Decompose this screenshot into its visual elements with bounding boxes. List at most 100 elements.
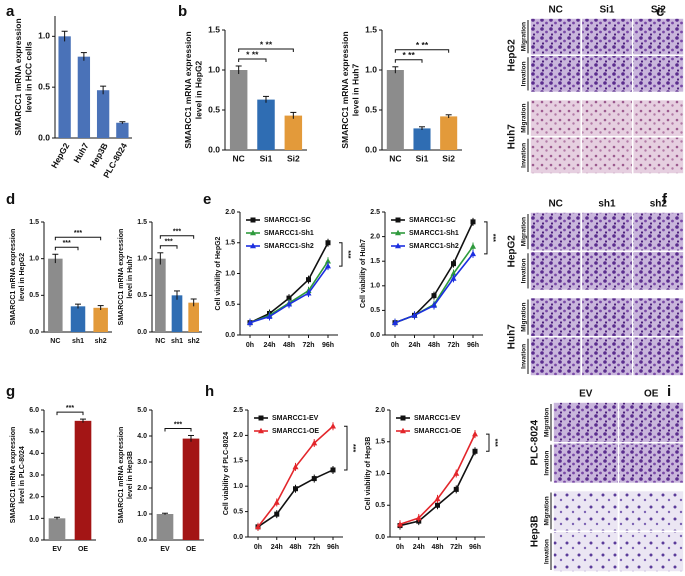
- micrograph: [530, 252, 581, 290]
- bar: [182, 438, 200, 540]
- y-tick-label: 0.5: [38, 81, 50, 91]
- y-tick-label: 1.0: [29, 256, 39, 263]
- x-tick-label: 24h: [271, 544, 283, 551]
- y-tick-label: 1.0: [370, 283, 380, 290]
- point: [293, 486, 298, 492]
- point: [431, 302, 437, 308]
- significance-label: ***: [349, 444, 356, 452]
- micrograph: [633, 252, 684, 290]
- x-tick-label: sh2: [188, 338, 200, 345]
- point: [472, 448, 478, 454]
- bar: [156, 514, 174, 540]
- significance-label: ***: [173, 229, 181, 236]
- y-tick-label: 5.0: [29, 429, 39, 436]
- y-tick-label: 1.5: [137, 219, 147, 226]
- micrograph: [553, 491, 618, 531]
- point: [330, 423, 336, 429]
- significance-label: * **: [246, 49, 259, 59]
- y-tick-label: 1.0: [137, 256, 147, 263]
- y-tick-label: 1.5: [233, 458, 243, 465]
- bar: [188, 302, 199, 332]
- point: [397, 521, 403, 527]
- micrograph: [553, 402, 618, 442]
- legend-label: SMARCC1-OE: [272, 428, 319, 435]
- legend-marker: [250, 242, 256, 249]
- column-label: OE: [644, 389, 659, 400]
- panel-letter: b: [178, 3, 187, 20]
- micrograph: [553, 532, 618, 572]
- legend-marker: [258, 427, 264, 434]
- y-axis-label: Cell viability of PLC-8024: [223, 432, 230, 515]
- y-tick-label: 1.0: [233, 483, 243, 490]
- series-line: [257, 425, 334, 528]
- x-tick-label: 0h: [391, 342, 399, 349]
- legend-label: SMARCC1-Sh1: [409, 230, 459, 237]
- y-axis-label: SMARCC1 mRNA expression: [118, 427, 125, 524]
- point: [311, 476, 317, 482]
- point: [450, 270, 457, 276]
- x-tick-label: 0h: [396, 544, 404, 551]
- y-tick-label: 6.0: [29, 407, 39, 414]
- bar: [171, 295, 183, 332]
- point: [431, 293, 437, 299]
- x-tick-label: NC: [233, 153, 245, 163]
- y-tick-label: 5.0: [137, 407, 147, 414]
- legend-marker: [258, 415, 264, 421]
- micrograph: [530, 137, 581, 174]
- micrograph: [633, 56, 684, 92]
- x-tick-label: NC: [155, 338, 165, 345]
- y-tick-label: 0.0: [137, 537, 147, 544]
- micrograph: [582, 337, 632, 376]
- legend-marker: [400, 427, 406, 434]
- point: [470, 243, 476, 249]
- y-tick-label: 0.0: [233, 534, 243, 541]
- x-tick-label: OE: [186, 546, 196, 553]
- point: [325, 262, 331, 269]
- y-axis-label: SMARCC1 mRNA expression: [10, 427, 17, 524]
- y-axis-label: level in HepG2: [19, 253, 26, 301]
- y-axis-label: level in PLC-8024: [19, 446, 26, 504]
- assay-label: Invation: [544, 539, 551, 564]
- point: [453, 470, 460, 476]
- significance-label: ***: [165, 239, 173, 246]
- x-tick-label: NC: [389, 153, 401, 163]
- y-tick-label: 1.0: [29, 515, 39, 522]
- assay-label: Migration: [521, 103, 528, 132]
- point: [435, 502, 440, 508]
- x-tick-label: 96h: [469, 544, 481, 551]
- significance-bracket: [394, 49, 450, 53]
- x-tick-label: 24h: [263, 342, 275, 349]
- y-tick-label: 3.0: [29, 472, 39, 479]
- x-tick-label: sh1: [72, 338, 84, 345]
- micrograph: [633, 298, 684, 336]
- point: [330, 467, 336, 473]
- micrograph: [582, 212, 632, 251]
- x-tick-label: 48h: [289, 544, 301, 551]
- y-tick-label: 2.0: [375, 407, 385, 414]
- x-tick-label: 96h: [327, 544, 339, 551]
- significance-bracket: [159, 245, 178, 249]
- assay-label: Invation: [521, 61, 528, 86]
- point: [453, 486, 459, 492]
- y-axis-label: SMARCC1 mRNA expression: [183, 31, 193, 148]
- y-tick-label: 1.5: [365, 24, 377, 34]
- micrograph: [619, 491, 684, 531]
- y-tick-label: 0.0: [29, 329, 39, 336]
- y-axis-label: SMARCC1 mRNA expression: [340, 31, 350, 148]
- y-axis-label: SMARCC1 mRNA expression: [13, 18, 23, 135]
- series-line: [394, 245, 474, 324]
- significance-label: ***: [344, 250, 351, 258]
- point: [255, 523, 261, 530]
- micrograph: [582, 137, 632, 174]
- y-axis-label: level in Hep3B: [127, 451, 134, 499]
- y-tick-label: 1.0: [38, 31, 50, 41]
- bar: [116, 122, 129, 138]
- micrograph: [619, 402, 684, 442]
- legend-label: SMARCC1-OE: [414, 428, 461, 435]
- assay-label: Migration: [544, 408, 551, 437]
- significance-bracket: [164, 427, 192, 432]
- point: [286, 301, 292, 307]
- x-tick-label: Huh7: [71, 141, 90, 165]
- point: [247, 319, 253, 325]
- series-line: [394, 253, 474, 324]
